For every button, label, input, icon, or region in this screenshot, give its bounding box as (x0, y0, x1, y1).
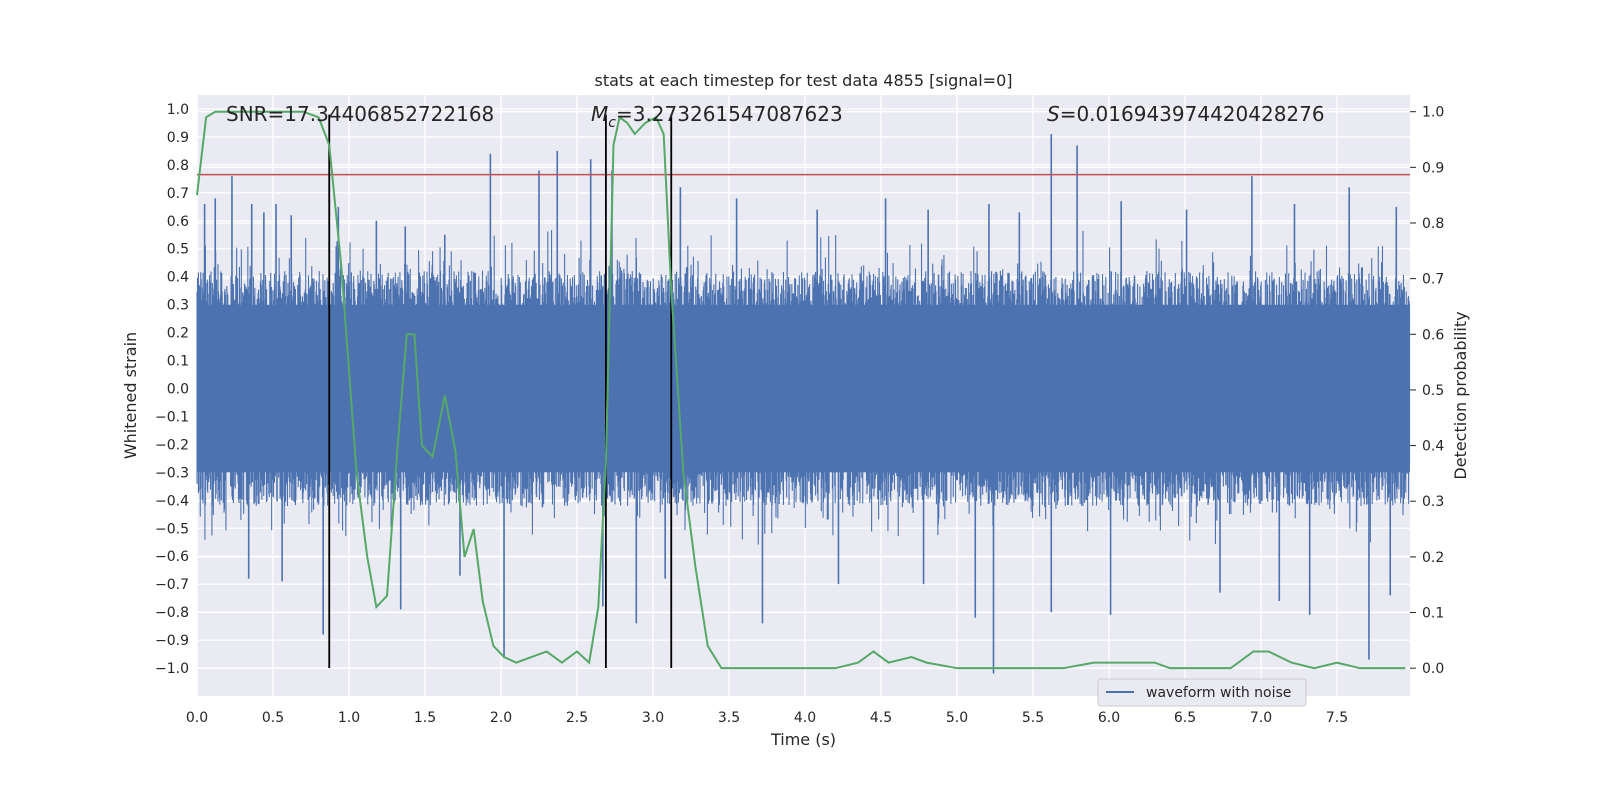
y-tick-label-left: 0.4 (167, 270, 189, 286)
y-tick-label-right: 0.8 (1422, 216, 1444, 232)
vertical-lines (328, 114, 673, 669)
x-tick-label: 5.5 (1022, 710, 1044, 726)
chart-title: stats at each timestep for test data 485… (594, 71, 1012, 90)
y-tick-label-right: 0.7 (1422, 272, 1444, 288)
y-axis-label-right: Detection probability (1451, 311, 1470, 479)
y-tick-label-left: 0.6 (167, 214, 189, 230)
legend-box (1097, 678, 1307, 707)
y-tick-label-left: 0.0 (167, 382, 189, 398)
mc-subscript: c (608, 115, 616, 131)
y-axis-label-left: Whitened strain (121, 332, 140, 459)
y-tick-label-right: 0.6 (1422, 327, 1444, 343)
legend: waveform with noise (1097, 678, 1307, 707)
y-tick-label-right: 0.3 (1422, 494, 1444, 510)
x-tick-label: 2.5 (566, 710, 588, 726)
s-annotation: S=0.016943974420428276 (1047, 102, 1325, 126)
mc-annotation: Mc=3.273261547087623 (591, 102, 843, 131)
legend-entry-waveform: waveform with noise (1146, 685, 1291, 701)
y-tick-label-left: −1.0 (155, 661, 189, 677)
y-tick-label-left: −0.3 (155, 465, 189, 481)
y-tick-label-left: 0.5 (167, 242, 189, 258)
y-tick-label-right: 0.0 (1422, 661, 1444, 677)
y-tick-label-right: 0.2 (1422, 550, 1444, 566)
y-tick-label-left: −0.7 (155, 577, 189, 593)
s-symbol: S (1047, 102, 1060, 126)
x-tick-label: 5.0 (946, 710, 968, 726)
y-tick-label-left: 0.9 (167, 130, 189, 146)
x-tick-label: 4.5 (870, 710, 892, 726)
probability-series (196, 110, 1406, 670)
y-tick-label-right: 0.4 (1422, 439, 1444, 455)
y-tick-label-left: −0.1 (155, 409, 189, 425)
y-tick-label-right: 0.1 (1422, 606, 1444, 622)
y-tick-label-left: −0.5 (155, 521, 189, 537)
x-tick-label: 1.5 (414, 710, 436, 726)
x-tick-label: 7.5 (1326, 710, 1348, 726)
y-tick-label-left: −0.9 (155, 633, 189, 649)
y-tick-label-left: −0.8 (155, 605, 189, 621)
snr-annotation: SNR=17.34406852722168 (226, 102, 494, 126)
x-tick-label: 1.0 (338, 710, 360, 726)
y-tick-label-right: 0.9 (1422, 160, 1444, 176)
waveform-core (197, 304, 1410, 473)
x-tick-label: 3.0 (642, 710, 664, 726)
x-axis-label: Time (s) (770, 730, 836, 749)
x-tick-label: 3.5 (718, 710, 740, 726)
probability-line (196, 110, 1406, 670)
y-tick-label-left: −0.4 (155, 493, 189, 509)
mc-value: =3.273261547087623 (616, 102, 843, 126)
y-tick-label-left: 0.8 (167, 158, 189, 174)
y-tick-label-right: 0.5 (1422, 383, 1444, 399)
s-value: =0.016943974420428276 (1060, 102, 1325, 126)
mc-symbol: M (591, 102, 608, 126)
y-tick-label-left: 0.1 (167, 354, 189, 370)
y-tick-label-left: 0.3 (167, 298, 189, 314)
x-tick-label: 0.0 (186, 710, 208, 726)
y-tick-label-left: 1.0 (167, 102, 189, 118)
x-tick-label: 6.5 (1174, 710, 1196, 726)
waveform-series (196, 134, 1411, 674)
x-tick-label: 0.5 (262, 710, 284, 726)
y-tick-label-left: 0.7 (167, 186, 189, 202)
y-tick-label-right: 1.0 (1422, 105, 1444, 121)
axis-ticks: 0.0 0.5 1.0 1.5 2.0 2.5 3.0 3.5 4.0 4.5 5.0 5.5 6.0 6… (155, 102, 1444, 726)
x-tick-label: 4.0 (794, 710, 816, 726)
x-tick-label: 7.0 (1250, 710, 1272, 726)
x-tick-label: 6.0 (1098, 710, 1120, 726)
y-tick-label-left: 0.2 (167, 326, 189, 342)
y-tick-label-left: −0.6 (155, 549, 189, 565)
y-tick-label-left: −0.2 (155, 437, 189, 453)
x-tick-label: 2.0 (490, 710, 512, 726)
